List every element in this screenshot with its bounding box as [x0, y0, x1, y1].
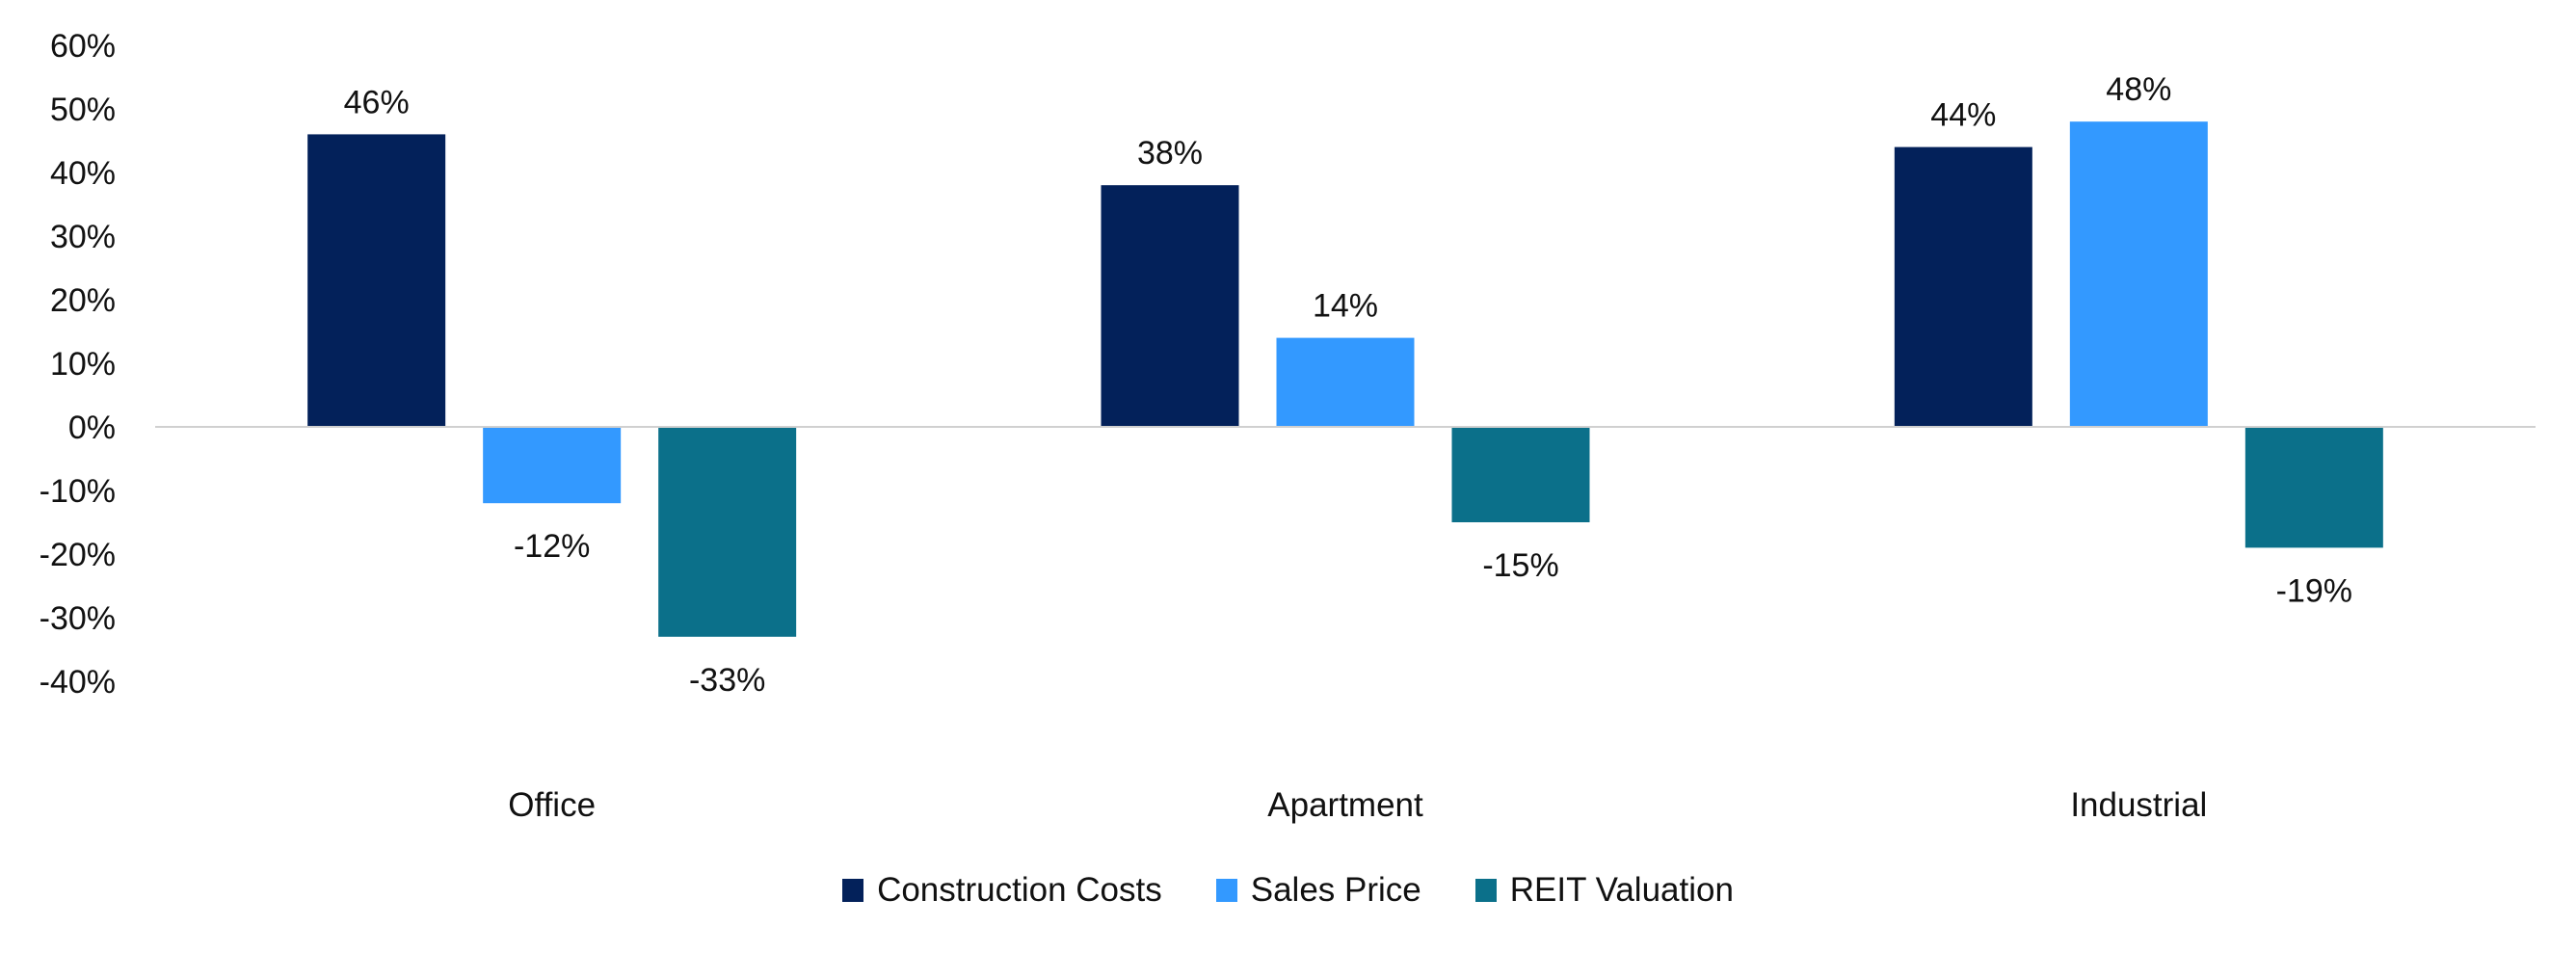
legend-item-sales-price: Sales Price: [1215, 871, 1421, 910]
legend-label: Sales Price: [1250, 871, 1421, 909]
x-tick-label: Industrial: [2070, 786, 2207, 824]
data-label: -15%: [1482, 547, 1558, 584]
y-tick-label: -10%: [40, 473, 116, 510]
y-tick-label: 0%: [68, 410, 116, 446]
legend-label: REIT Valuation: [1509, 871, 1734, 909]
bar-office-2: [658, 427, 797, 637]
legend: Construction Costs Sales Price REIT Valu…: [0, 871, 2576, 910]
y-tick-label: 30%: [50, 219, 116, 255]
legend-swatch-construction-costs: [842, 879, 864, 902]
x-tick-label: Apartment: [1267, 786, 1423, 824]
data-label: 46%: [344, 84, 410, 120]
data-label: 38%: [1137, 135, 1203, 172]
bar-chart: 60% 50% 40% 30% 20% 10% 0% -10% -20% -30% -40% 46% -…: [40, 28, 2536, 824]
bar-industrial-1: [2069, 121, 2208, 427]
data-label: 14%: [1313, 288, 1378, 325]
bar-apartment-1: [1276, 337, 1415, 427]
x-tick-label: Office: [508, 786, 596, 824]
legend-item-reit-valuation: REIT Valuation: [1474, 871, 1734, 910]
data-label: -33%: [689, 662, 765, 699]
bar-apartment-2: [1451, 427, 1590, 522]
y-tick-label: 60%: [50, 28, 116, 65]
data-label: 48%: [2106, 71, 2171, 108]
bar-industrial-0: [1894, 146, 2032, 427]
y-tick-label: 10%: [50, 346, 116, 383]
legend-swatch-reit-valuation: [1474, 879, 1497, 902]
y-tick-label: 40%: [50, 155, 116, 192]
legend-swatch-sales-price: [1215, 879, 1237, 902]
data-label: -19%: [2276, 572, 2352, 609]
y-tick-label: -40%: [40, 664, 116, 701]
legend-item-construction-costs: Construction Costs: [842, 871, 1162, 910]
bar-industrial-2: [2244, 427, 2383, 548]
y-tick-label: 50%: [50, 92, 116, 128]
legend-label: Construction Costs: [877, 871, 1162, 909]
y-tick-label: -20%: [40, 537, 116, 573]
bar-apartment-0: [1101, 185, 1239, 427]
y-tick-label: -30%: [40, 600, 116, 637]
bar-office-0: [307, 134, 446, 427]
data-label: -12%: [514, 528, 590, 565]
y-tick-label: 20%: [50, 282, 116, 319]
bar-office-1: [483, 427, 622, 504]
data-label: 44%: [1930, 97, 1996, 134]
